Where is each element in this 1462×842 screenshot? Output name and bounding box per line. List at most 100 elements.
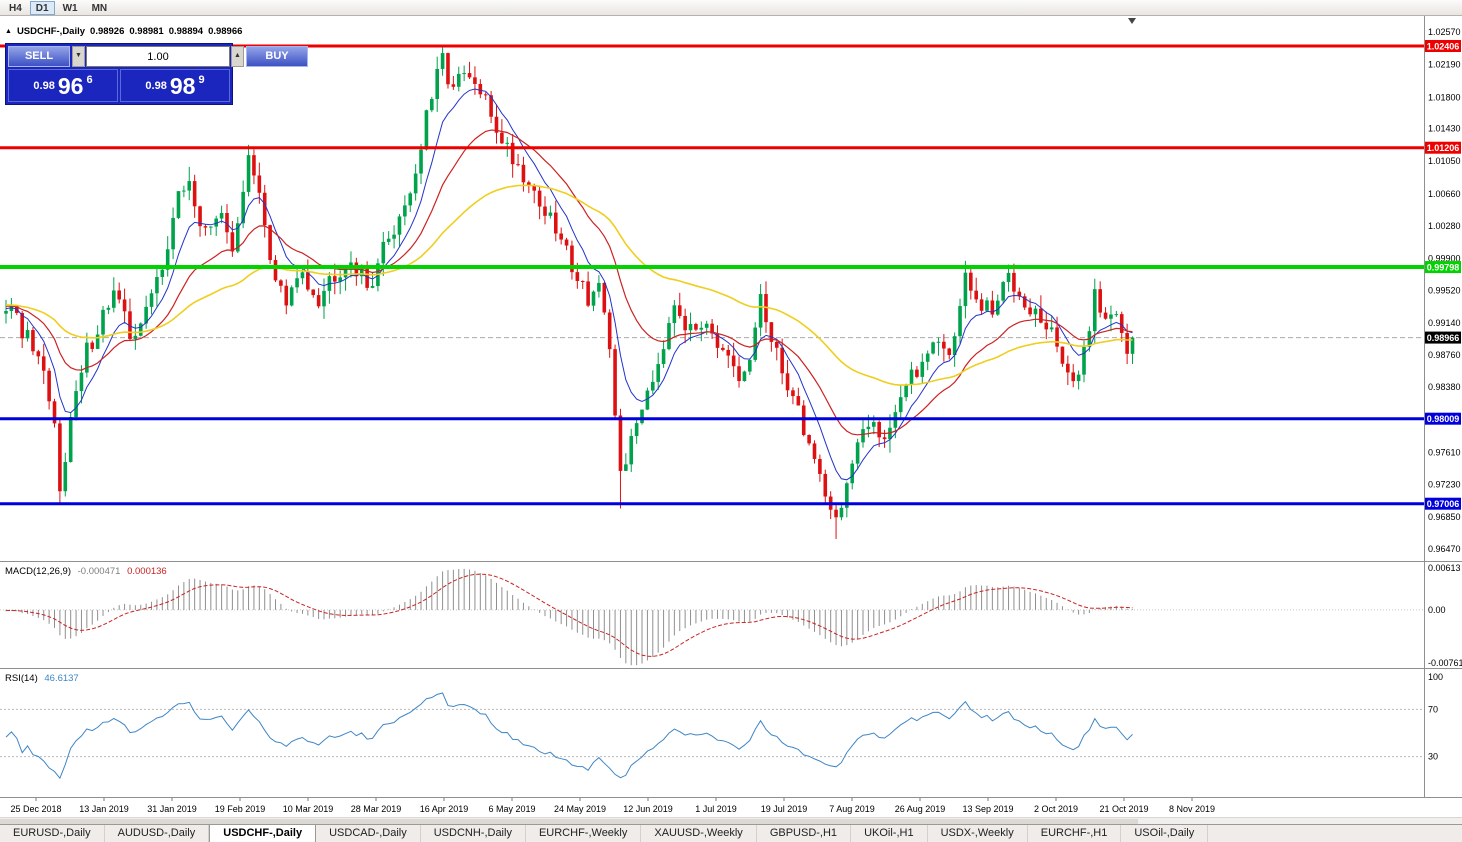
macd-indicator-pane[interactable]: 0.00613 0.00 -0.007612 MACD(12,26,9) -0.00… (0, 561, 1462, 668)
svg-text:0.99140: 0.99140 (1428, 318, 1461, 328)
bid-pips: 96 (57, 72, 84, 99)
svg-text:0.98760: 0.98760 (1428, 350, 1461, 360)
ask-point: 9 (198, 74, 205, 86)
svg-text:19 Jul 2019: 19 Jul 2019 (761, 804, 808, 814)
close-value: 0.98966 (208, 26, 243, 37)
svg-text:0.99798: 0.99798 (1427, 263, 1460, 273)
rsi-indicator-pane[interactable]: 100 70 30 RSI(14) 46.6137 (0, 668, 1462, 797)
chart-tab-gbpusd-h1[interactable]: GBPUSD-,H1 (757, 825, 852, 842)
svg-text:25 Dec 2018: 25 Dec 2018 (10, 804, 61, 814)
rsi-value: 46.6137 (44, 673, 79, 684)
svg-text:1.02190: 1.02190 (1428, 59, 1461, 69)
svg-text:0.00613: 0.00613 (1428, 563, 1461, 573)
svg-text:0.97230: 0.97230 (1428, 480, 1461, 490)
chart-tab-usdx-weekly[interactable]: USDX-,Weekly (928, 825, 1028, 842)
svg-text:16 Apr 2019: 16 Apr 2019 (420, 804, 469, 814)
chart-tab-usdcad-daily[interactable]: USDCAD-,Daily (316, 825, 421, 842)
svg-text:0.99520: 0.99520 (1428, 286, 1461, 296)
chart-tab-usdchf-daily[interactable]: USDCHF-,Daily (209, 825, 317, 842)
sell-button[interactable]: SELL (8, 46, 70, 67)
ask-pips: 98 (169, 72, 196, 99)
macd-signal-value: 0.000136 (127, 566, 167, 577)
low-value: 0.98894 (168, 26, 204, 37)
svg-text:0.97006: 0.97006 (1427, 499, 1460, 509)
svg-text:13 Sep 2019: 13 Sep 2019 (962, 804, 1013, 814)
ask-prefix: 0.98 (145, 79, 167, 92)
svg-text:-0.007612: -0.007612 (1428, 658, 1462, 668)
rsi-indicator-label: RSI(14) 46.6137 (5, 673, 83, 684)
chart-tab-eurchf-h1[interactable]: EURCHF-,H1 (1028, 825, 1122, 842)
symbol-timeframe-label: USDCHF-,Daily (16, 26, 86, 37)
svg-text:70: 70 (1428, 704, 1438, 714)
chart-tab-eurchf-weekly[interactable]: EURCHF-,Weekly (526, 825, 642, 842)
one-click-trading-panel: SELL ▼ ▲ BUY 0.98 96 6 0.98 98 9 (5, 43, 308, 105)
svg-text:12 Jun 2019: 12 Jun 2019 (623, 804, 673, 814)
svg-text:0.97610: 0.97610 (1428, 448, 1461, 458)
time-axis: 25 Dec 2018 13 Jan 2019 31 Jan 2019 19 Feb … (0, 797, 1462, 817)
timeframe-button-mn[interactable]: MN (91, 2, 108, 14)
bid-price: 0.98 96 6 (8, 69, 118, 102)
svg-text:2 Oct 2019: 2 Oct 2019 (1034, 804, 1078, 814)
scrollbar-thumb[interactable] (0, 819, 1138, 824)
timeframe-button-d1[interactable]: D1 (29, 0, 55, 15)
svg-text:28 Mar 2019: 28 Mar 2019 (351, 804, 402, 814)
svg-text:1.02406: 1.02406 (1427, 42, 1460, 52)
svg-text:1 Jul 2019: 1 Jul 2019 (695, 804, 737, 814)
chart-tab-xauusd-weekly[interactable]: XAUUSD-,Weekly (641, 825, 757, 842)
chart-tab-usoil-daily[interactable]: USOil-,Daily (1121, 825, 1209, 842)
svg-text:26 Aug 2019: 26 Aug 2019 (895, 804, 946, 814)
buy-button[interactable]: BUY (246, 46, 308, 67)
volume-input[interactable] (86, 46, 230, 67)
svg-text:1.00660: 1.00660 (1428, 189, 1461, 199)
svg-text:1.01050: 1.01050 (1428, 156, 1461, 166)
svg-text:13 Jan 2019: 13 Jan 2019 (79, 804, 129, 814)
macd-name: MACD(12,26,9) (5, 566, 71, 577)
svg-text:1.01430: 1.01430 (1428, 124, 1461, 134)
svg-text:0.99900: 0.99900 (1428, 253, 1461, 263)
chart-tab-ukoil-h1[interactable]: UKOil-,H1 (851, 825, 928, 842)
svg-text:24 May 2019: 24 May 2019 (554, 804, 606, 814)
bid-point: 6 (86, 74, 93, 86)
chart-tab-audusd-daily[interactable]: AUDUSD-,Daily (105, 825, 210, 842)
svg-text:1.01800: 1.01800 (1428, 92, 1461, 102)
main-chart-pane[interactable]: 1.02570 1.02190 1.01800 1.01430 1.01050 1.006… (0, 16, 1462, 561)
svg-text:8 Nov 2019: 8 Nov 2019 (1169, 804, 1215, 814)
svg-text:19 Feb 2019: 19 Feb 2019 (215, 804, 266, 814)
candlestick-icon: ▲ (5, 28, 12, 35)
open-value: 0.98926 (90, 26, 125, 37)
ask-price: 0.98 98 9 (120, 69, 230, 102)
macd-indicator-label: MACD(12,26,9) -0.000471 0.000136 (5, 566, 171, 577)
timeframe-button-w1[interactable]: W1 (62, 2, 78, 14)
svg-text:6 May 2019: 6 May 2019 (488, 804, 535, 814)
macd-main-value: -0.000471 (77, 566, 121, 577)
timeframe-button-h4[interactable]: H4 (9, 2, 22, 14)
svg-text:0.96850: 0.96850 (1428, 512, 1461, 522)
volume-decrease-button[interactable]: ▼ (72, 46, 85, 67)
rsi-chart[interactable]: 100 70 30 (0, 669, 1462, 797)
volume-increase-button[interactable]: ▲ (231, 46, 244, 67)
svg-text:1.00280: 1.00280 (1428, 221, 1461, 231)
time-axis-labels: 25 Dec 2018 13 Jan 2019 31 Jan 2019 19 Feb … (10, 798, 1215, 814)
timeframe-toolbar: H4 D1 W1 MN (0, 0, 1462, 16)
chart-tabbar: EURUSD-,Daily AUDUSD-,Daily USDCHF-,Daily U… (0, 824, 1462, 842)
svg-text:10 Mar 2019: 10 Mar 2019 (283, 804, 334, 814)
svg-text:0.98966: 0.98966 (1427, 333, 1460, 343)
rsi-name: RSI(14) (5, 673, 38, 684)
svg-text:100: 100 (1428, 672, 1443, 682)
horizontal-scrollbar[interactable] (0, 817, 1462, 824)
chart-tab-eurusd-daily[interactable]: EURUSD-,Daily (0, 825, 105, 842)
bid-prefix: 0.98 (33, 79, 55, 92)
candlestick-chart[interactable]: 1.02570 1.02190 1.01800 1.01430 1.01050 1.006… (0, 16, 1462, 561)
svg-text:0.00: 0.00 (1428, 605, 1446, 615)
macd-chart[interactable]: 0.00613 0.00 -0.007612 (0, 562, 1462, 668)
svg-text:1.01206: 1.01206 (1427, 143, 1460, 153)
svg-text:0.96470: 0.96470 (1428, 544, 1461, 554)
svg-text:0.98009: 0.98009 (1427, 414, 1460, 424)
svg-text:31 Jan 2019: 31 Jan 2019 (147, 804, 197, 814)
chart-tab-usdcnh-daily[interactable]: USDCNH-,Daily (421, 825, 526, 842)
svg-text:21 Oct 2019: 21 Oct 2019 (1099, 804, 1148, 814)
svg-text:1.02570: 1.02570 (1428, 27, 1461, 37)
chart-ohlc-header: ▲ USDCHF-,Daily 0.98926 0.98981 0.98894 … (5, 26, 242, 37)
svg-text:0.98380: 0.98380 (1428, 382, 1461, 392)
